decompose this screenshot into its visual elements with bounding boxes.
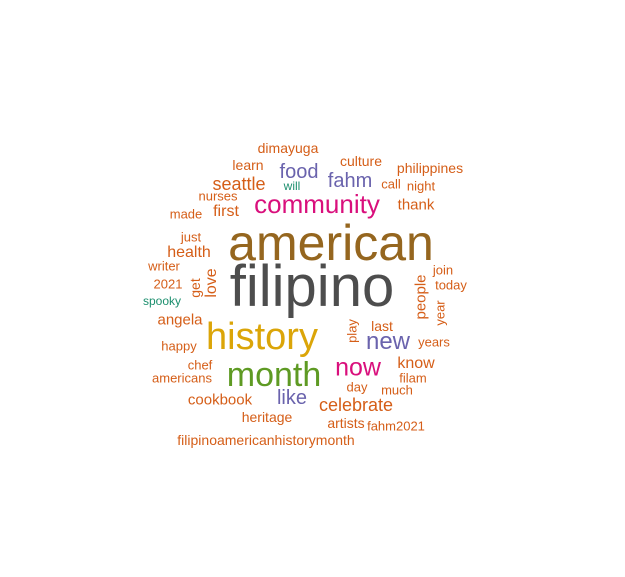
word-fahm: fahm [327,170,373,192]
word-dimayuga: dimayuga [257,140,319,156]
word-culture: culture [339,153,383,169]
word-community: community [254,189,380,219]
word-much: much [381,382,413,398]
word-call: call [381,176,401,192]
word-americans: americans [152,370,212,386]
word-chef: chef [187,357,213,373]
word-cookbook: cookbook [187,391,253,409]
word-now: now [335,353,381,382]
word-today: today [435,277,467,293]
word-happy: happy [161,338,197,354]
word-year: year [432,300,448,326]
word-last: last [371,318,393,334]
word-will: will [283,179,301,193]
word-nurses: nurses [198,188,238,204]
word-heritage: heritage [241,409,293,425]
word-know: know [397,355,435,372]
word-years: years [418,334,450,350]
word-love: love [203,268,220,298]
word-first: first [213,203,239,220]
word-filipinoamericanhistorymonth: filipinoamericanhistorymonth [177,432,355,448]
word-made: made [169,206,203,222]
word-american: american [228,215,434,271]
word-night: night [406,178,436,194]
word-history: history [206,316,318,358]
word-get: get [187,278,203,298]
word-day: day [346,379,368,395]
word-food: food [279,161,319,183]
word-thank: thank [397,196,435,214]
word-writer: writer [148,258,180,274]
word-filam: filam [399,370,427,386]
word-join: join [432,262,454,278]
word-like: like [276,387,308,409]
word-new: new [365,328,411,355]
word-artists: artists [327,415,365,431]
word-people: people [412,274,430,320]
word-angela: angela [157,311,203,329]
word-seattle: seattle [212,174,266,194]
word-spooky: spooky [142,294,182,308]
word-just: just [180,229,202,245]
word-philippines: philippines [396,160,464,176]
word-filipino: filipino [229,254,395,319]
word-learn: learn [232,157,264,173]
word-health: health [167,244,211,261]
word-month: month [226,356,322,394]
word-2021: 2021 [153,276,183,292]
word-fahm2021: fahm2021 [367,418,425,434]
word-play: play [344,319,360,343]
word-celebrate: celebrate [318,395,394,415]
